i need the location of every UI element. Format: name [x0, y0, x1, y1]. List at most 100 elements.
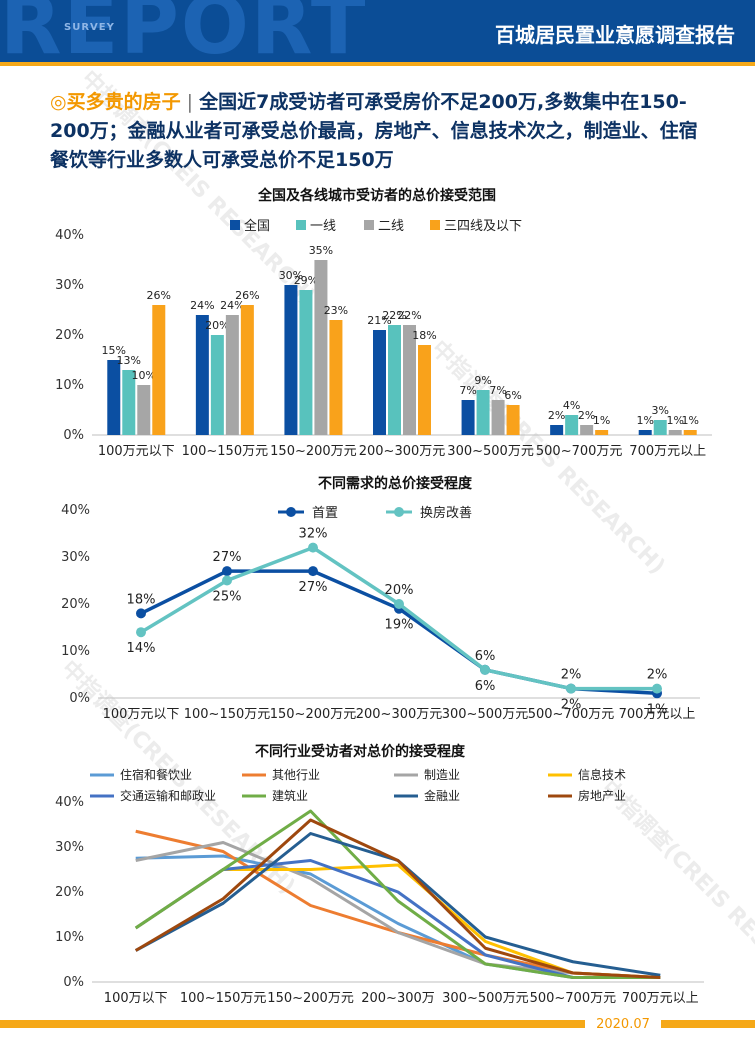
data-label: 25%	[213, 590, 242, 605]
data-point	[566, 683, 576, 694]
legend-swatch	[230, 220, 240, 230]
y-tick-label: 30%	[55, 840, 84, 855]
data-label: 14%	[127, 641, 156, 656]
y-tick-label: 20%	[55, 328, 84, 343]
data-point	[394, 599, 404, 609]
header-report-word: REPORT	[0, 0, 368, 62]
data-label: 10%	[132, 369, 156, 382]
data-label: 35%	[309, 244, 333, 257]
x-tick-label: 150~200万元	[267, 991, 354, 1006]
data-label: 29%	[294, 274, 318, 287]
bar	[225, 315, 239, 435]
x-tick-label: 700万元以上	[619, 707, 696, 722]
bullet-icon: ◎	[50, 91, 67, 113]
bar	[210, 335, 224, 435]
bar	[314, 260, 328, 435]
data-label: 1%	[647, 702, 668, 717]
data-label: 1%	[666, 414, 683, 427]
legend-marker	[286, 507, 296, 517]
y-tick-label: 30%	[61, 550, 90, 565]
x-tick-label: 150~200万元	[270, 444, 357, 459]
bar	[506, 405, 520, 435]
x-tick-label: 100万以下	[104, 991, 168, 1006]
y-tick-label: 20%	[55, 885, 84, 900]
data-label: 2%	[561, 668, 582, 683]
bar	[668, 430, 682, 435]
data-label: 24%	[190, 299, 214, 312]
data-label: 27%	[299, 580, 328, 595]
bar	[329, 320, 343, 435]
section-heading: ◎买多贵的房子 | 全国近7成受访者可承受房价不足200万,多数集中在150-2…	[50, 88, 710, 175]
data-point	[308, 566, 318, 577]
data-label: 21%	[367, 314, 391, 327]
data-label: 3%	[651, 404, 668, 417]
x-tick-label: 500~700万元	[530, 991, 617, 1006]
data-label: 6%	[475, 679, 496, 694]
legend-marker	[394, 507, 404, 517]
legend-label: 交通运输和邮政业	[120, 788, 216, 803]
bar	[653, 420, 667, 435]
data-label: 7%	[489, 384, 506, 397]
x-tick-label: 500~700万元	[536, 444, 623, 459]
x-tick-label: 300~500万元	[447, 444, 534, 459]
data-point	[480, 664, 490, 675]
report-title: 百城居民置业意愿调查报告	[495, 23, 735, 47]
data-label: 9%	[474, 374, 491, 387]
y-tick-label: 30%	[55, 278, 84, 293]
legend-label: 建筑业	[272, 788, 308, 803]
data-label: 19%	[385, 618, 414, 633]
y-tick-label: 10%	[55, 378, 84, 393]
bar	[418, 345, 431, 435]
bar	[565, 415, 579, 435]
x-tick-label: 700万元以上	[622, 991, 699, 1006]
x-tick-label: 500~700万元	[528, 707, 615, 722]
x-tick-label: 200~300万	[361, 991, 435, 1006]
legend-label: 首置	[312, 506, 338, 521]
bar	[403, 325, 416, 435]
legend-label: 其他行业	[272, 768, 320, 782]
y-tick-label: 40%	[61, 503, 90, 518]
x-tick-label: 300~500万元	[442, 991, 529, 1006]
legend-label: 房地产业	[578, 788, 626, 803]
bar	[476, 390, 490, 435]
legend-label: 二线	[378, 219, 404, 234]
data-label: 1%	[636, 414, 653, 427]
data-label: 22%	[382, 309, 406, 322]
bar	[683, 430, 697, 435]
series-line	[134, 859, 661, 979]
legend-label: 全国	[244, 218, 270, 234]
bar	[284, 285, 298, 435]
bar	[595, 430, 609, 435]
data-label: 2%	[561, 698, 582, 713]
y-tick-label: 40%	[55, 228, 84, 243]
legend-label: 金融业	[424, 788, 460, 803]
series-line	[135, 841, 661, 979]
data-label: 13%	[117, 354, 141, 367]
bar	[580, 425, 594, 435]
report-header: REPORT SURVEY 百城居民置业意愿调查报告	[0, 0, 755, 62]
bar	[299, 290, 313, 435]
x-tick-label: 300~500万元	[442, 707, 529, 722]
data-label: 1%	[593, 414, 610, 427]
legend-label: 一线	[310, 219, 336, 234]
header-survey-word: SURVEY	[64, 22, 115, 33]
data-point	[136, 608, 146, 619]
x-tick-label: 200~300万元	[356, 707, 443, 722]
series-line	[134, 863, 661, 979]
legend-label: 三四线及以下	[444, 219, 522, 234]
data-label: 23%	[324, 304, 348, 317]
x-tick-label: 100~150万元	[184, 707, 271, 722]
bar	[638, 430, 652, 435]
data-point	[308, 542, 318, 553]
bar	[122, 370, 136, 435]
report-date: 2020.07	[585, 1016, 661, 1034]
bar	[550, 425, 564, 435]
data-label: 30%	[279, 269, 303, 282]
legend-label: 制造业	[424, 768, 460, 782]
bar	[461, 400, 475, 435]
data-label: 26%	[147, 289, 171, 302]
header-divider	[0, 62, 755, 66]
data-label: 15%	[102, 344, 126, 357]
x-tick-label: 700万元以上	[629, 444, 706, 459]
